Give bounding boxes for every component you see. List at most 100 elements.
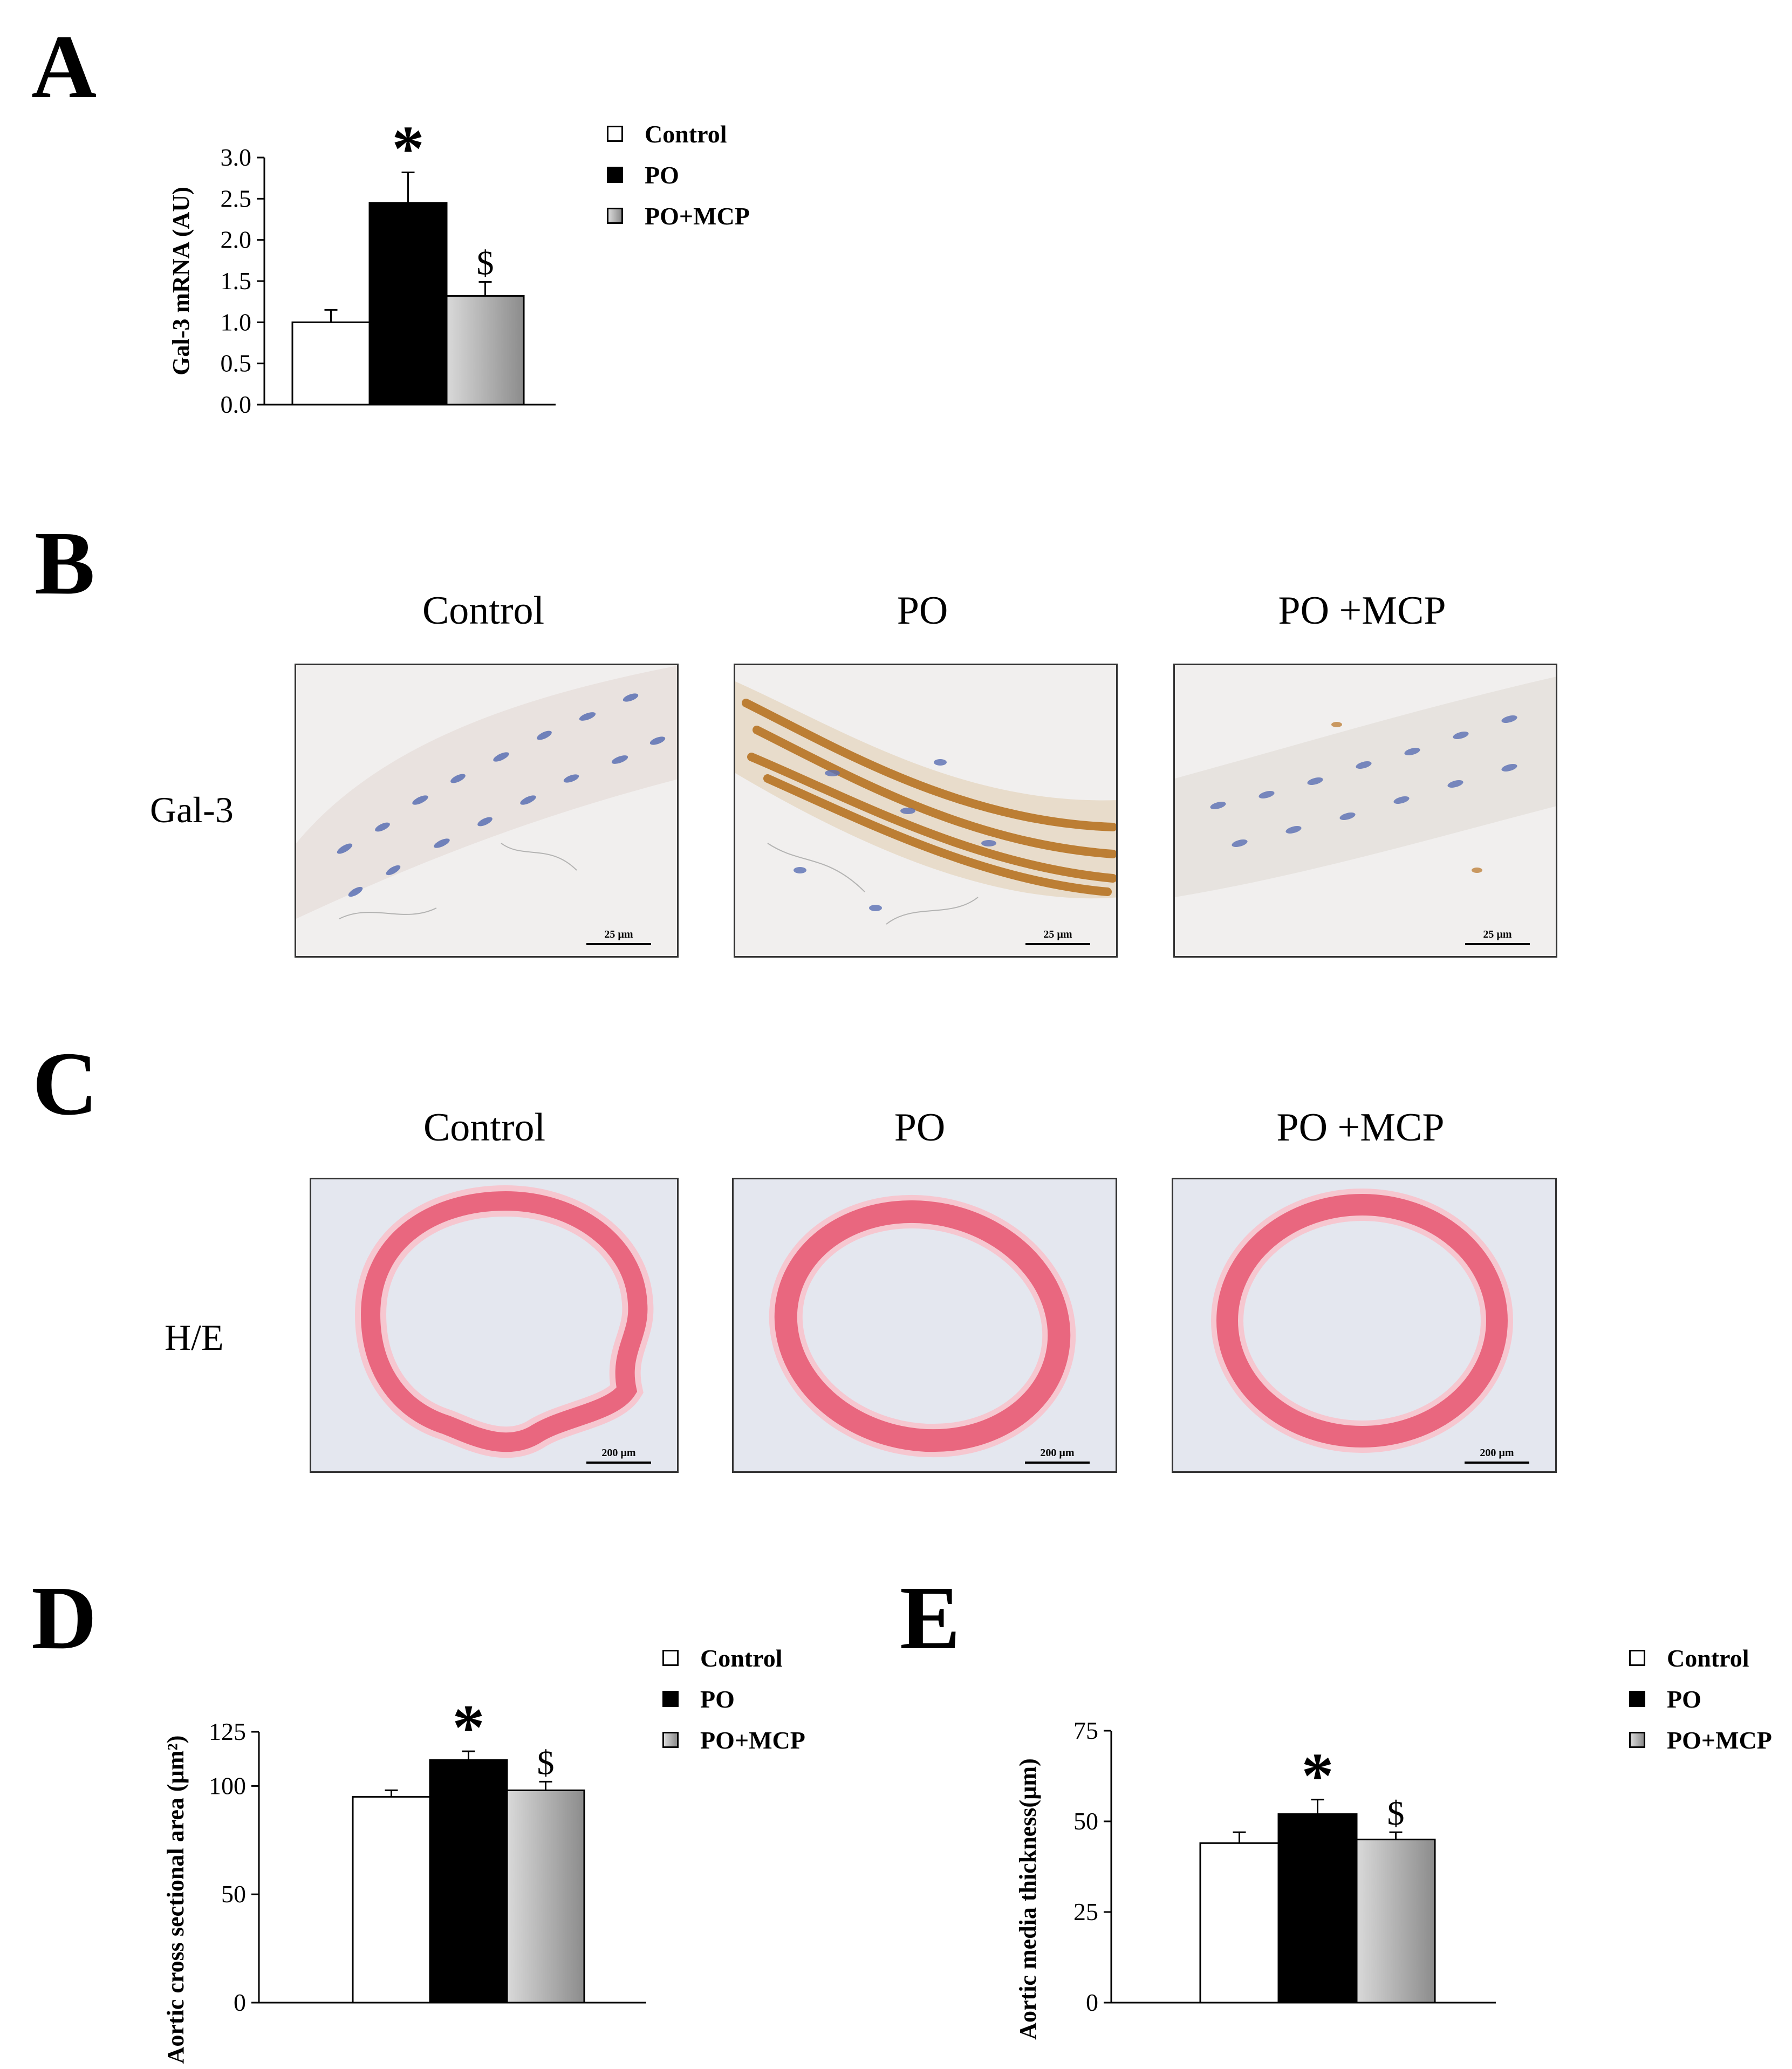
ihc-tissue-control: [296, 665, 677, 956]
legend-label-po: PO: [1667, 1685, 1701, 1713]
c-column-title-control: Control: [423, 1105, 546, 1150]
y-tick-label: 1.0: [221, 308, 252, 336]
y-tick-label: 50: [221, 1880, 246, 1908]
legend-swatch-control: [607, 126, 623, 142]
y-tick-label: 50: [1073, 1807, 1098, 1835]
bar-control: [1199, 1842, 1280, 2004]
ihc-image-po: 25 µm: [734, 664, 1118, 958]
legend-label-control: Control: [1667, 1644, 1749, 1672]
y-tick-label: 2.0: [221, 226, 252, 254]
legend-item-po-mcp: PO+MCP: [662, 1719, 805, 1760]
legend-item-po: PO: [607, 154, 750, 195]
legend-a: Control PO PO+MCP: [607, 113, 750, 236]
legend-item-po: PO: [662, 1678, 805, 1719]
y-tick-label: 125: [209, 1718, 246, 1745]
legend-swatch-po-mcp: [1629, 1732, 1645, 1748]
b-column-title-po-mcp: PO +MCP: [1278, 589, 1446, 633]
y-tick-label: 75: [1073, 1717, 1098, 1744]
y-tick-label: 25: [1073, 1898, 1098, 1925]
significance-star: *: [392, 112, 425, 184]
legend-item-po-mcp: PO+MCP: [607, 195, 750, 236]
chart-a-gal3-mrna: 0.0 0.5 1.0 1.5 2.0 2.5 3.0 Gal-3 mRNA (AU) * $: [168, 112, 556, 418]
scale-bar-label: 200 µm: [1480, 1447, 1514, 1459]
scale-bar-c-po-mcp: 200 µm: [1465, 1447, 1529, 1464]
significance-star: *: [453, 1691, 485, 1763]
legend-item-control: Control: [662, 1637, 805, 1678]
legend-label-control: Control: [700, 1644, 783, 1672]
bar-po: [429, 1759, 508, 2004]
scale-bar-label: 200 µm: [1040, 1447, 1075, 1459]
scale-bar-label: 25 µm: [1043, 928, 1072, 940]
legend-label-po-mcp: PO+MCP: [700, 1726, 805, 1754]
scale-bar-b-po: 25 µm: [1025, 928, 1090, 945]
he-image-po: 200 µm: [732, 1178, 1117, 1473]
scale-bar-label: 25 µm: [604, 928, 633, 940]
bar-po: [1277, 1813, 1358, 2004]
he-image-po-mcp: 200 µm: [1172, 1178, 1557, 1473]
panel-label-e: E: [900, 1568, 961, 1668]
scale-bar-c-control: 200 µm: [586, 1447, 651, 1464]
c-column-title-po-mcp: PO +MCP: [1276, 1105, 1445, 1150]
y-tick-label: 0.5: [221, 350, 252, 377]
legend-e: Control PO PO+MCP: [1629, 1637, 1772, 1760]
y-axis-label: Gal-3 mRNA (AU): [168, 187, 194, 375]
bar-po-mcp: [506, 1789, 585, 2004]
bar-po-mcp: [446, 295, 525, 406]
he-vessel-control: [311, 1179, 677, 1471]
y-tick-label: 0: [234, 1989, 246, 2016]
c-column-title-po: PO: [894, 1105, 946, 1150]
ihc-image-control: 25 µm: [295, 664, 679, 958]
scale-bar-b-po-mcp: 25 µm: [1465, 928, 1530, 945]
legend-swatch-po: [662, 1691, 679, 1707]
scale-bar-label: 25 µm: [1483, 928, 1512, 940]
chart-d-aortic-area: 0 50 100 125 Aortic cross sectional area (µm…: [162, 1691, 646, 2064]
legend-d: Control PO PO+MCP: [662, 1637, 805, 1760]
y-axis-label: Aortic media thickness(µm): [1015, 1758, 1041, 2040]
y-tick-label: 0.0: [221, 391, 252, 418]
y-axis-label: Aortic cross sectional area (µm²): [162, 1736, 189, 2064]
legend-swatch-control: [662, 1650, 679, 1666]
legend-swatch-control: [1629, 1650, 1645, 1666]
y-tick-label: 1.5: [221, 267, 252, 295]
scale-bar-label: 200 µm: [601, 1447, 636, 1459]
b-column-title-po: PO: [897, 589, 948, 633]
y-tick-label: 2.5: [221, 185, 252, 212]
bar-control: [291, 321, 371, 406]
legend-swatch-po: [1629, 1691, 1645, 1707]
significance-star: *: [1302, 1740, 1334, 1812]
he-vessel-po-mcp: [1173, 1179, 1555, 1471]
y-tick-label: 100: [209, 1772, 246, 1799]
legend-item-po-mcp: PO+MCP: [1629, 1719, 1772, 1760]
significance-dollar: $: [477, 244, 494, 282]
legend-item-control: Control: [607, 113, 750, 154]
legend-item-control: Control: [1629, 1637, 1772, 1678]
c-row-label-he: H/E: [165, 1317, 224, 1358]
panel-label-c: C: [32, 1034, 98, 1134]
bar-control: [352, 1795, 431, 2004]
panel-label-d: D: [31, 1568, 97, 1668]
b-column-title-control: Control: [422, 589, 545, 633]
y-tick-label: 0: [1086, 1989, 1098, 2016]
legend-label-control: Control: [645, 120, 727, 148]
ihc-tissue-po: [735, 665, 1116, 956]
scale-bar-b-control: 25 µm: [586, 928, 651, 945]
scale-bar-c-po: 200 µm: [1025, 1447, 1090, 1464]
bar-po: [368, 202, 448, 406]
ihc-tissue-po-mcp: [1175, 665, 1556, 956]
legend-swatch-po-mcp: [607, 208, 623, 224]
legend-item-po: PO: [1629, 1678, 1772, 1719]
legend-swatch-po: [607, 167, 623, 183]
chart-e-media-thickness: 0 25 50 75 Aortic media thickness(µm) * $: [1015, 1717, 1496, 2040]
legend-label-po-mcp: PO+MCP: [645, 202, 750, 230]
b-row-label-gal3: Gal-3: [150, 789, 234, 830]
legend-label-po: PO: [700, 1685, 735, 1713]
significance-dollar: $: [537, 1743, 555, 1781]
legend-label-po: PO: [645, 161, 679, 189]
he-image-control: 200 µm: [310, 1178, 679, 1473]
y-tick-label: 3.0: [221, 144, 252, 171]
legend-label-po-mcp: PO+MCP: [1667, 1726, 1772, 1754]
significance-dollar: $: [1387, 1794, 1405, 1832]
legend-swatch-po-mcp: [662, 1732, 679, 1748]
panel-label-b: B: [35, 513, 95, 613]
he-vessel-po: [734, 1179, 1116, 1471]
